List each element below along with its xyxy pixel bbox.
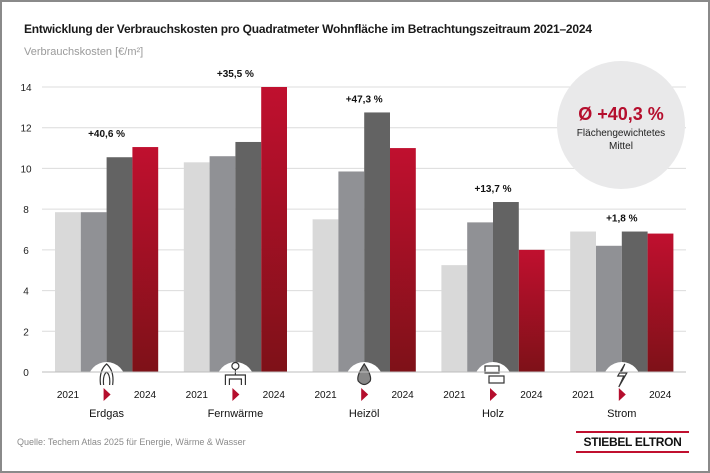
bar-fernwärme-1 bbox=[183, 162, 210, 372]
bar-strom-3 bbox=[621, 231, 648, 372]
source-note: Quelle: Techem Atlas 2025 für Energie, W… bbox=[17, 437, 246, 447]
bar-holz-4 bbox=[518, 249, 545, 372]
year-end-label: 2024 bbox=[134, 390, 157, 401]
bar-erdgas-2 bbox=[80, 212, 107, 372]
average-value: Ø +40,3 % bbox=[578, 104, 664, 124]
year-end-label: 2024 bbox=[263, 390, 286, 401]
year-end-label: 2024 bbox=[391, 390, 414, 401]
average-label: Flächengewichtetes bbox=[577, 128, 665, 139]
pipe-icon-gauge bbox=[231, 361, 240, 371]
change-label: +47,3 % bbox=[346, 94, 383, 105]
category-label: Fernwärme bbox=[208, 408, 264, 420]
year-start-label: 2021 bbox=[314, 390, 337, 401]
bar-strom-2 bbox=[596, 245, 622, 372]
arrow-right-icon bbox=[232, 388, 240, 401]
bar-erdgas-4 bbox=[132, 147, 159, 372]
bar-heizöl-4 bbox=[390, 148, 416, 372]
bar-strom-1 bbox=[570, 231, 596, 372]
stiebel-eltron-logo: STIEBEL ELTRON bbox=[576, 431, 689, 453]
wood-icon bbox=[484, 365, 500, 374]
bar-erdgas-1 bbox=[55, 212, 81, 372]
bar-heizöl-3 bbox=[364, 112, 390, 373]
y-tick-label: 14 bbox=[20, 83, 32, 94]
year-start-label: 2021 bbox=[186, 390, 209, 401]
y-tick-label: 12 bbox=[20, 124, 32, 135]
average-label: Mittel bbox=[609, 141, 633, 152]
y-tick-label: 0 bbox=[23, 368, 29, 379]
bar-holz-1 bbox=[441, 265, 468, 372]
category-label: Heizöl bbox=[349, 408, 380, 420]
bar-erdgas-3 bbox=[106, 157, 133, 372]
change-label: +40,6 % bbox=[88, 129, 125, 140]
y-tick-label: 6 bbox=[23, 246, 29, 257]
arrow-right-icon bbox=[618, 388, 626, 401]
bar-fernwärme-3 bbox=[235, 141, 262, 372]
bar-heizöl-2 bbox=[338, 171, 365, 372]
category-label: Erdgas bbox=[89, 408, 124, 420]
bar-holz-2 bbox=[467, 222, 493, 372]
bar-heizöl-1 bbox=[312, 219, 339, 372]
category-label: Strom bbox=[607, 408, 636, 420]
change-label: +35,5 % bbox=[217, 69, 254, 80]
arrow-right-icon bbox=[361, 388, 369, 401]
change-label: +13,7 % bbox=[475, 184, 512, 195]
y-tick-label: 8 bbox=[23, 205, 29, 216]
change-label: +1,8 % bbox=[606, 214, 638, 225]
chart-title: Entwicklung der Verbrauchskosten pro Qua… bbox=[24, 22, 592, 36]
year-start-label: 2021 bbox=[443, 390, 466, 401]
bar-fernwärme-2 bbox=[209, 156, 236, 372]
arrow-right-icon bbox=[490, 388, 497, 401]
bar-fernwärme-4 bbox=[261, 87, 287, 372]
year-start-label: 2021 bbox=[572, 390, 595, 401]
wood-icon-log bbox=[488, 375, 505, 384]
average-circle bbox=[557, 61, 685, 189]
category-label: Holz bbox=[482, 408, 504, 420]
y-tick-label: 2 bbox=[23, 327, 29, 338]
y-axis-label: Verbrauchskosten [€/m²] bbox=[24, 46, 144, 58]
bar-holz-3 bbox=[493, 202, 519, 372]
year-end-label: 2024 bbox=[649, 390, 672, 401]
y-tick-label: 4 bbox=[23, 287, 29, 298]
year-end-label: 2024 bbox=[520, 390, 543, 401]
arrow-right-icon bbox=[103, 388, 111, 401]
year-start-label: 2021 bbox=[57, 390, 80, 401]
lightning-icon bbox=[616, 363, 628, 388]
bar-strom-4 bbox=[647, 233, 674, 372]
y-tick-label: 10 bbox=[20, 164, 32, 175]
oil-drop-icon bbox=[357, 362, 372, 386]
